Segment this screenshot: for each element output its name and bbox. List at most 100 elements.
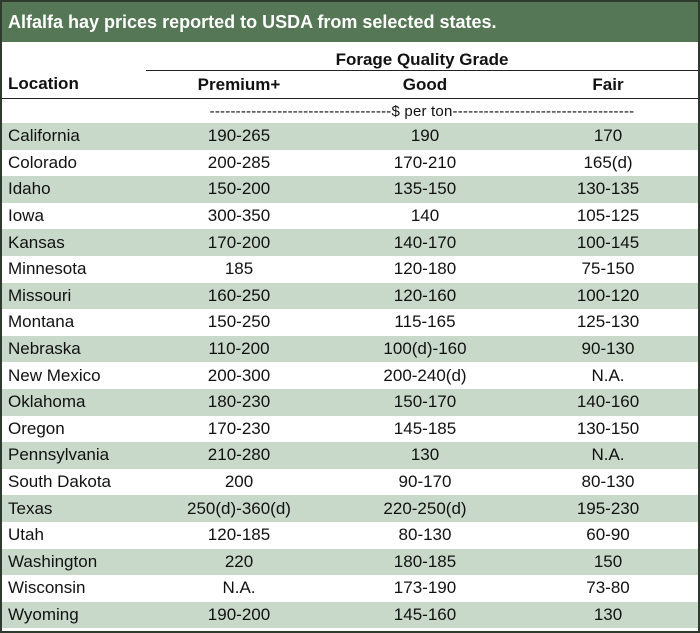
premium-cell: 180-230	[146, 388, 332, 416]
table-title: Alfalfa hay prices reported to USDA from…	[2, 2, 698, 42]
fair-cell: 130-135	[518, 176, 699, 203]
fair-cell: 100-145	[518, 229, 699, 256]
table-row: Minnesota 185 120-180 75-150	[2, 255, 699, 283]
premium-cell: 185	[146, 255, 332, 283]
good-header: Good	[332, 70, 518, 99]
location-cell: Nebraska	[2, 335, 146, 363]
good-cell: 100(d)-160	[332, 335, 518, 363]
table-row: Texas 250(d)-360(d) 220-250(d) 195-230	[2, 495, 699, 522]
good-cell: 120-180	[332, 255, 518, 283]
location-cell: Kansas	[2, 229, 146, 256]
table-body: California 190-265 190 170 Colorado 200-285 17…	[2, 123, 699, 629]
price-table: Forage Quality Grade Location Premium+ G…	[2, 42, 699, 629]
location-cell: Washington	[2, 548, 146, 576]
fair-cell: 130-150	[518, 415, 699, 443]
good-cell: 135-150	[332, 176, 518, 203]
fair-cell: 60-90	[518, 521, 699, 549]
location-cell: Texas	[2, 495, 146, 522]
premium-cell: 110-200	[146, 335, 332, 363]
location-cell: Utah	[2, 521, 146, 549]
table-row: Wisconsin N.A. 173-190 73-80	[2, 575, 699, 602]
good-cell: 90-170	[332, 468, 518, 496]
premium-cell: 300-350	[146, 202, 332, 230]
table-row: Idaho 150-200 135-150 130-135	[2, 176, 699, 203]
units-spacer	[2, 99, 146, 124]
location-cell: Oregon	[2, 415, 146, 443]
table-row: Wyoming 190-200 145-160 130	[2, 601, 699, 629]
location-cell: Minnesota	[2, 255, 146, 283]
good-cell: 115-165	[332, 309, 518, 336]
premium-cell: 190-200	[146, 601, 332, 629]
fair-cell: 90-130	[518, 335, 699, 363]
good-cell: 170-210	[332, 149, 518, 177]
location-cell: Missouri	[2, 282, 146, 310]
good-cell: 140-170	[332, 229, 518, 256]
good-cell: 145-185	[332, 415, 518, 443]
premium-cell: 250(d)-360(d)	[146, 495, 332, 522]
location-cell: Oklahoma	[2, 388, 146, 416]
table-row: Montana 150-250 115-165 125-130	[2, 309, 699, 336]
premium-cell: N.A.	[146, 575, 332, 602]
fair-cell: 150	[518, 548, 699, 576]
table-row: Oregon 170-230 145-185 130-150	[2, 415, 699, 443]
location-cell: Idaho	[2, 176, 146, 203]
fair-cell: 73-80	[518, 575, 699, 602]
good-cell: 150-170	[332, 388, 518, 416]
table-row: New Mexico 200-300 200-240(d) N.A.	[2, 362, 699, 389]
table-row: Iowa 300-350 140 105-125	[2, 202, 699, 230]
fair-cell: 165(d)	[518, 149, 699, 177]
table-row: California 190-265 190 170	[2, 123, 699, 150]
location-cell: Montana	[2, 309, 146, 336]
units-label: -----------------------------------$ per…	[209, 102, 635, 120]
good-cell: 140	[332, 202, 518, 230]
table-row: Missouri 160-250 120-160 100-120	[2, 282, 699, 310]
fair-cell: 125-130	[518, 309, 699, 336]
location-cell: Wisconsin	[2, 575, 146, 602]
fair-cell: 195-230	[518, 495, 699, 522]
premium-cell: 220	[146, 548, 332, 576]
premium-cell: 210-280	[146, 442, 332, 469]
location-cell: Pennsylvania	[2, 442, 146, 469]
table-row: Pennsylvania 210-280 130 N.A.	[2, 442, 699, 469]
good-cell: 130	[332, 442, 518, 469]
fair-cell: 140-160	[518, 388, 699, 416]
premium-cell: 200	[146, 468, 332, 496]
table-row: Oklahoma 180-230 150-170 140-160	[2, 388, 699, 416]
good-cell: 200-240(d)	[332, 362, 518, 389]
good-cell: 220-250(d)	[332, 495, 518, 522]
empty-header-cell	[2, 42, 146, 71]
premium-header: Premium+	[146, 70, 332, 99]
good-cell: 120-160	[332, 282, 518, 310]
location-cell: South Dakota	[2, 468, 146, 496]
premium-cell: 150-200	[146, 176, 332, 203]
fair-cell: 170	[518, 123, 699, 150]
good-cell: 80-130	[332, 521, 518, 549]
fair-cell: N.A.	[518, 442, 699, 469]
fair-cell: 75-150	[518, 255, 699, 283]
location-cell: Colorado	[2, 149, 146, 177]
premium-cell: 150-250	[146, 309, 332, 336]
premium-cell: 200-285	[146, 149, 332, 177]
fair-header: Fair	[518, 70, 699, 99]
table-row: Washington 220 180-185 150	[2, 548, 699, 576]
fair-cell: 100-120	[518, 282, 699, 310]
good-cell: 145-160	[332, 601, 518, 629]
location-cell: California	[2, 123, 146, 150]
good-cell: 180-185	[332, 548, 518, 576]
premium-cell: 190-265	[146, 123, 332, 150]
fair-cell: 105-125	[518, 202, 699, 230]
table-row: South Dakota 200 90-170 80-130	[2, 468, 699, 496]
fair-cell: 80-130	[518, 468, 699, 496]
premium-cell: 170-230	[146, 415, 332, 443]
table-row: Colorado 200-285 170-210 165(d)	[2, 149, 699, 177]
location-cell: Iowa	[2, 202, 146, 230]
location-header: Location	[2, 70, 146, 99]
premium-cell: 170-200	[146, 229, 332, 256]
fair-cell: N.A.	[518, 362, 699, 389]
premium-cell: 200-300	[146, 362, 332, 389]
premium-cell: 160-250	[146, 282, 332, 310]
table-row: Utah 120-185 80-130 60-90	[2, 521, 699, 549]
good-cell: 190	[332, 123, 518, 150]
location-cell: New Mexico	[2, 362, 146, 389]
